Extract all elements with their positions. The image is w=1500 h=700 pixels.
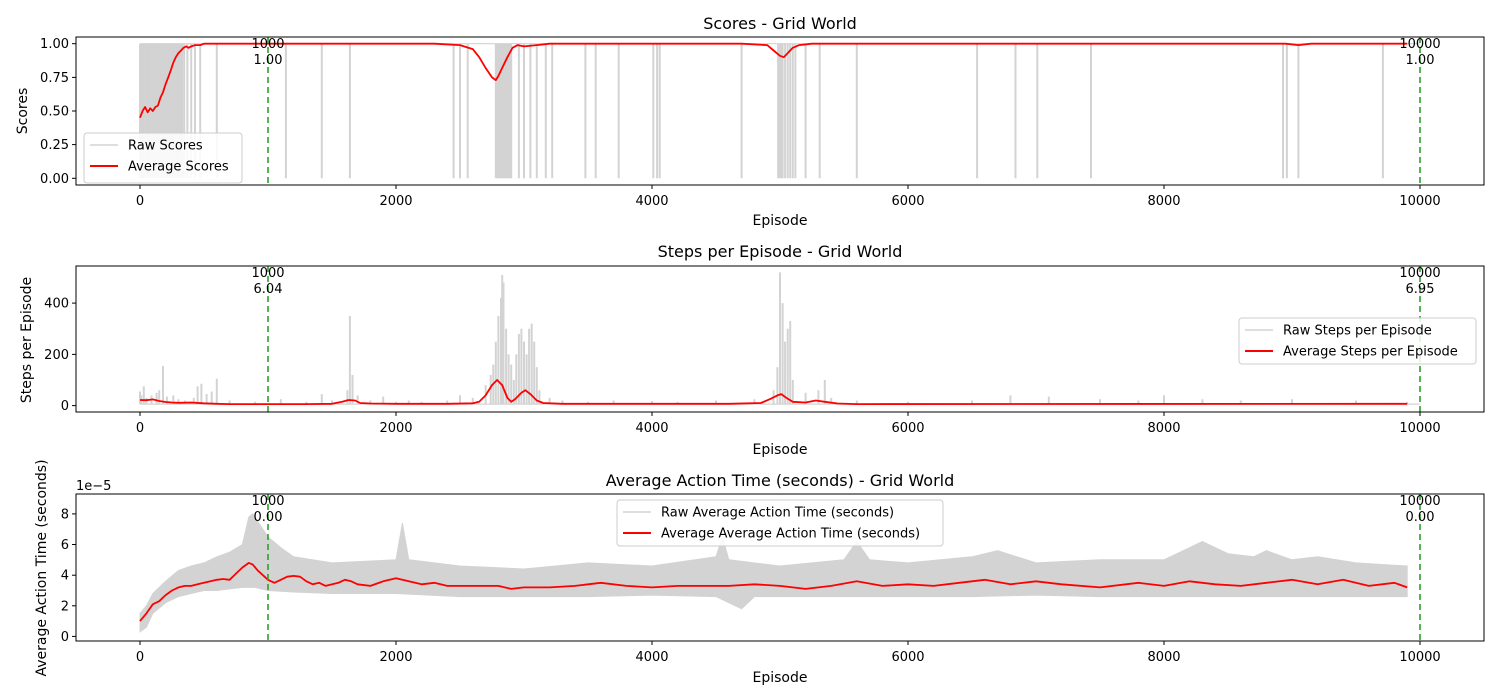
action-time-legend-box <box>616 499 944 547</box>
steps-legend-label: Average Steps per Episode <box>1283 345 1458 360</box>
action-time-x-tick-label: 0 <box>136 650 144 665</box>
action-time-marker-value-label: 0.00 <box>1406 510 1435 525</box>
steps-x-tick-label: 2000 <box>379 421 412 436</box>
steps-x-tick-label: 6000 <box>891 421 924 436</box>
scores-x-tick-label: 6000 <box>891 194 924 209</box>
steps-chart-y-axis-label: Steps per Episode <box>19 277 35 403</box>
action-time-chart-title: Average Action Time (seconds) - Grid Wor… <box>606 471 955 490</box>
scores-legend-label: Average Scores <box>128 160 229 175</box>
action-time-y-tick-label: 6 <box>61 538 69 553</box>
steps-y-tick-label: 0 <box>61 399 69 414</box>
action-time-y-tick-label: 2 <box>61 599 69 614</box>
scores-chart: Scores - Grid World Scores Episode 10001… <box>15 14 1485 229</box>
steps-marker-episode-label: 10000 <box>1399 266 1440 281</box>
action-time-y-axis: 0 2 4 6 8 <box>61 507 76 645</box>
action-time-marker-episode-label: 1000 <box>251 494 284 509</box>
scores-marker-value-label: 1.00 <box>1406 53 1435 68</box>
scores-plot-content <box>139 42 1420 179</box>
steps-raw-series <box>139 272 1420 405</box>
steps-marker-episode-label: 1000 <box>251 266 284 281</box>
steps-chart-x-axis-label: Episode <box>753 442 808 458</box>
scores-x-axis: 0 2000 4000 6000 8000 10000 <box>136 185 1441 209</box>
scores-average-series <box>139 42 1408 119</box>
action-time-x-tick-label: 6000 <box>891 650 924 665</box>
scores-x-tick-label: 0 <box>136 194 144 209</box>
scores-x-tick-label: 4000 <box>635 194 668 209</box>
action-time-x-tick-label: 2000 <box>379 650 412 665</box>
steps-y-axis: 0 200 400 <box>44 297 76 414</box>
scores-chart-y-axis-label: Scores <box>15 88 31 135</box>
action-time-chart-exponent-label: 1e−5 <box>76 479 111 494</box>
scores-y-tick-label: 0.25 <box>40 138 69 153</box>
action-time-marker-value-label: 0.00 <box>254 510 283 525</box>
steps-average-series <box>139 379 1408 406</box>
scores-x-tick-label: 2000 <box>379 194 412 209</box>
scores-y-tick-label: 0.75 <box>40 71 69 86</box>
steps-x-tick-label: 4000 <box>635 421 668 436</box>
action-time-x-tick-label: 10000 <box>1399 650 1440 665</box>
scores-legend-box <box>83 132 243 184</box>
action-time-average-series <box>139 562 1408 622</box>
scores-marker-episode-label: 10000 <box>1399 37 1440 52</box>
action-time-y-tick-label: 8 <box>61 507 69 522</box>
scores-chart-x-axis-label: Episode <box>753 213 808 229</box>
scores-y-tick-label: 1.00 <box>40 37 69 52</box>
steps-axes-frame <box>75 265 1485 413</box>
scores-y-tick-label: 0.50 <box>40 105 69 120</box>
action-time-y-tick-label: 0 <box>61 630 69 645</box>
steps-x-tick-label: 8000 <box>1147 421 1180 436</box>
scores-y-axis: 0.00 0.25 0.50 0.75 1.00 <box>40 37 76 187</box>
steps-legend: Raw Steps per Episode Average Steps per E… <box>1238 317 1477 365</box>
action-time-x-tick-label: 8000 <box>1147 650 1180 665</box>
scores-x-tick-label: 10000 <box>1399 194 1440 209</box>
scores-raw-series <box>139 43 1420 179</box>
scores-x-tick-label: 8000 <box>1147 194 1180 209</box>
scores-legend-label: Raw Scores <box>128 139 203 154</box>
action-time-legend-label: Raw Average Action Time (seconds) <box>661 506 894 521</box>
action-time-legend: Raw Average Action Time (seconds) Average… <box>616 499 944 547</box>
action-time-x-axis: 0 2000 4000 6000 8000 10000 <box>136 641 1441 665</box>
steps-y-tick-label: 400 <box>44 297 69 312</box>
action-time-x-tick-label: 4000 <box>635 650 668 665</box>
steps-marker-value-label: 6.95 <box>1406 282 1435 297</box>
steps-x-tick-label: 0 <box>136 421 144 436</box>
steps-chart: Steps per Episode - Grid World Steps per… <box>19 242 1485 458</box>
steps-legend-label: Raw Steps per Episode <box>1283 324 1432 339</box>
steps-marker-value-label: 6.04 <box>254 282 283 297</box>
steps-legend-box <box>1238 317 1477 365</box>
action-time-legend-label: Average Average Action Time (seconds) <box>661 527 920 542</box>
action-time-axes-frame <box>75 493 1485 642</box>
steps-plot-content <box>139 272 1420 406</box>
scores-chart-title: Scores - Grid World <box>703 14 857 33</box>
scores-legend: Raw Scores Average Scores <box>83 132 243 184</box>
steps-x-axis: 0 2000 4000 6000 8000 10000 <box>136 412 1441 436</box>
action-time-y-tick-label: 4 <box>61 569 69 584</box>
action-time-chart-y-axis-label: Average Action Time (seconds) <box>34 459 50 676</box>
scores-y-tick-label: 0.00 <box>40 172 69 187</box>
steps-chart-title: Steps per Episode - Grid World <box>658 242 903 261</box>
action-time-chart-x-axis-label: Episode <box>753 670 808 686</box>
scores-marker-value-label: 1.00 <box>254 53 283 68</box>
action-time-chart: Average Action Time (seconds) - Grid Wor… <box>34 459 1485 686</box>
steps-x-tick-label: 10000 <box>1399 421 1440 436</box>
scores-marker-episode-label: 1000 <box>251 37 284 52</box>
steps-y-tick-label: 200 <box>44 348 69 363</box>
action-time-marker-episode-label: 10000 <box>1399 494 1440 509</box>
